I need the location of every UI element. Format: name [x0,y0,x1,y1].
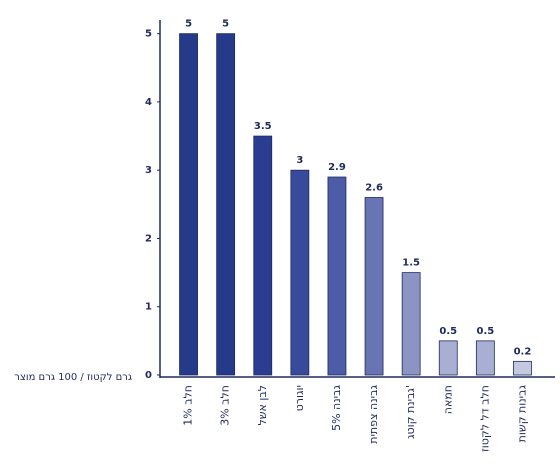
y-axis-label: גרם לקטוז / 100 גרם מוצר [14,372,132,383]
x-tick-label: גבינות קשות [515,385,528,443]
x-tick-label: גבינה 5% [330,385,343,431]
x-tick-label: חלב 3% [219,385,232,426]
bar [179,33,198,376]
value-label: 2.9 [328,162,346,173]
bar [401,272,421,376]
y-tick-label: 1 [145,302,152,313]
value-label: 0.5 [439,326,457,337]
value-label: 1.5 [402,258,420,269]
value-label: 5 [222,19,229,30]
bar [513,360,532,376]
x-tick-label: יוגורט [293,385,306,411]
bar [438,340,458,376]
value-label: 5 [185,19,192,30]
value-label: 2.6 [365,183,383,194]
y-tick-label: 3 [145,165,152,176]
bar [253,135,273,376]
x-tick-label: חלב דל לקטוז [478,385,491,452]
x-tick-label: לבן אשל [256,385,269,426]
x-tick-label: חמאה [441,385,454,414]
y-tick-label: 2 [145,233,152,244]
value-label: 3.5 [254,121,272,132]
value-label: 0.5 [476,326,494,337]
bar [475,340,495,376]
x-tick-label: גבינת קוטג' [404,385,417,439]
value-label: 3 [296,155,303,166]
value-label: 0.2 [514,346,532,357]
bar [216,33,236,376]
y-tick-label: 0 [145,370,152,381]
y-tick-label: 4 [145,97,152,108]
bar [327,176,347,376]
bar [290,169,310,376]
y-tick-label: 5 [145,29,152,40]
x-tick-label: גבינה צפתית [367,385,380,444]
bar [364,197,384,376]
x-tick-label: חלב 1% [182,385,195,426]
